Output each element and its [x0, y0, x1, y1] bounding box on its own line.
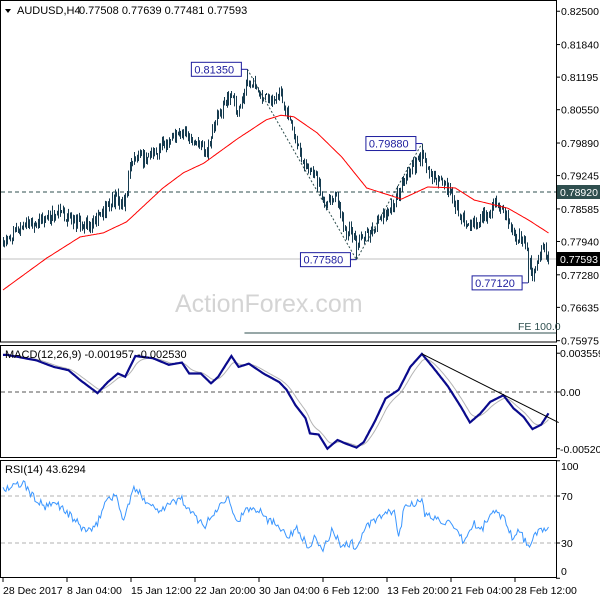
annotation-box — [471, 275, 523, 291]
watermark: ActionForex.com — [175, 290, 363, 318]
time-axis-label: 6 Feb 12:00 — [323, 585, 379, 597]
price-axis-label: 0.81840 — [561, 40, 599, 52]
annotation-label: 0.79880 — [369, 139, 409, 151]
rsi-axis-label: 100 — [561, 461, 579, 473]
price-axis-label: 0.81195 — [561, 72, 598, 84]
time-axis-label: 21 Feb 04:00 — [451, 585, 513, 597]
time-axis-label: 15 Jan 12:00 — [131, 585, 192, 597]
macd-pane-frame — [0, 345, 557, 458]
macd-axis-label: 0.00 — [560, 387, 581, 399]
rsi-axis-label: 30 — [561, 538, 573, 550]
triangle-down-icon — [5, 9, 11, 13]
macd-main-line — [3, 352, 550, 451]
price-axis-label: 0.80550 — [561, 105, 599, 117]
rsi-line — [2, 480, 549, 553]
price-axis-label: 0.79245 — [561, 171, 599, 183]
macd-title: MACD(12,26,9) -0.001957 -0.002530 — [5, 349, 187, 361]
price-axis-label: 0.75975 — [561, 336, 599, 348]
annotation-label: 0.81350 — [194, 64, 234, 76]
price-pane-frame — [0, 0, 557, 343]
price-bars — [3, 69, 549, 283]
annotation-box — [190, 61, 242, 77]
macd-axis-label: -0.005207 — [560, 444, 600, 456]
macd-axis-label: 0.003559 — [560, 348, 600, 360]
price-axis-label: 0.76635 — [561, 302, 599, 314]
level-badge-label: 0.77593 — [560, 254, 598, 266]
rsi-pane-frame — [0, 460, 557, 578]
level-badge-label: 0.78920 — [560, 187, 598, 199]
fibo-expansion-label: FE 100.0 — [518, 321, 561, 333]
zigzag-line — [246, 69, 423, 261]
ohlc-readout: 0.77508 0.77639 0.77481 0.77593 — [79, 5, 247, 17]
price-axis-label: 0.79890 — [561, 138, 599, 150]
time-axis-label: 22 Jan 20:00 — [195, 585, 256, 597]
rsi-title: RSI(14) 43.6294 — [5, 464, 86, 476]
level-badge — [557, 185, 600, 199]
rsi-axis-label: 70 — [561, 491, 573, 503]
annotation-label: 0.77120 — [475, 278, 515, 290]
annotation-box — [365, 136, 417, 152]
price-axis-label: 0.78585 — [561, 204, 599, 216]
annotation-box — [299, 252, 351, 268]
price-axis-label: 0.82500 — [561, 6, 599, 18]
time-axis-label: 30 Jan 04:00 — [259, 585, 320, 597]
price-axis-label: 0.77940 — [561, 236, 599, 248]
macd-signal-line — [3, 354, 549, 447]
time-axis-label: 28 Feb 12:00 — [515, 585, 577, 597]
time-axis-label: 28 Dec 2017 — [3, 585, 63, 597]
macd-trendline — [421, 353, 559, 423]
time-axis-label: 13 Feb 20:00 — [387, 585, 449, 597]
time-axis-label: 8 Jan 04:00 — [67, 585, 122, 597]
rsi-axis-label: 0 — [561, 566, 567, 578]
price-axis-label: 0.77280 — [561, 270, 599, 282]
level-badge — [557, 252, 600, 267]
annotation-label: 0.77580 — [303, 255, 343, 267]
moving-average-line — [2, 114, 549, 291]
symbol-label: AUDUSD,H4 — [17, 5, 81, 17]
